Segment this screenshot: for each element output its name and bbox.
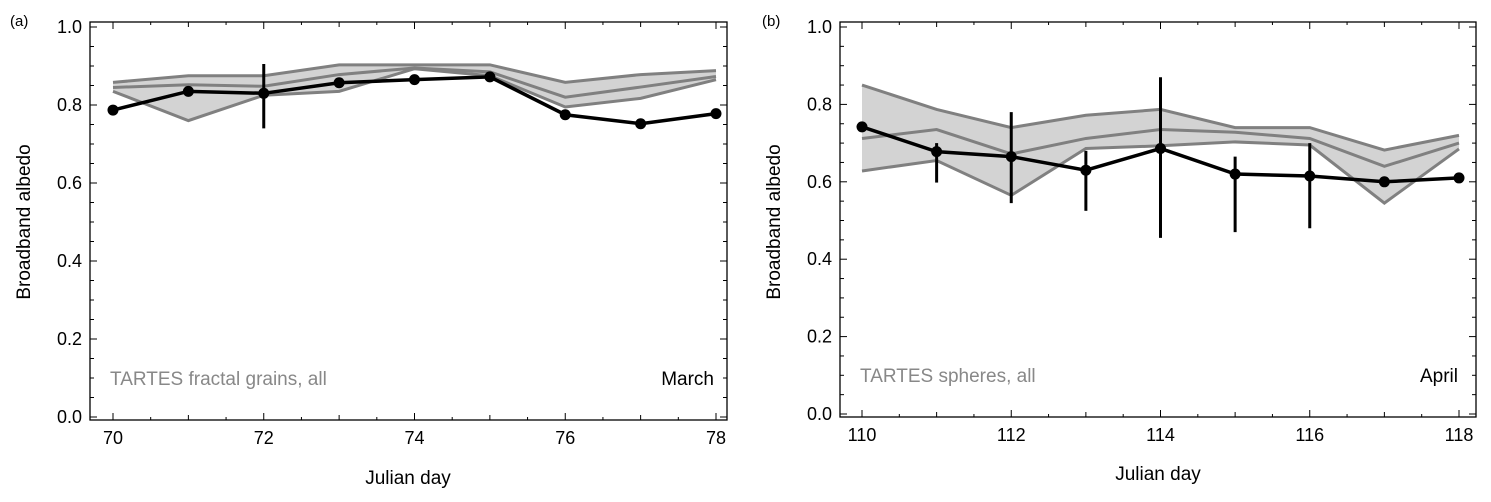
- data-point-observed: [559, 109, 571, 121]
- y-tick-label: 1.0: [57, 17, 82, 37]
- y-tick-label: 0.0: [57, 407, 82, 427]
- y-tick-label: 0.0: [807, 404, 832, 424]
- x-tick-label: 116: [1295, 425, 1324, 445]
- y-axis-label: Broadband albedo: [764, 144, 785, 299]
- annotation-month: March: [661, 369, 714, 390]
- x-tick-label: 72: [254, 428, 274, 448]
- panel-label: (a): [10, 13, 28, 30]
- x-tick-label: 78: [706, 428, 726, 448]
- data-point-observed: [1304, 170, 1316, 182]
- data-point-observed: [1155, 143, 1166, 155]
- panel-a: (a) Broadband albedo Julian day TARTES f…: [10, 13, 728, 489]
- data-point-observed: [1080, 164, 1092, 176]
- y-tick-label: 1.0: [807, 17, 832, 37]
- y-axis-label: Broadband albedo: [14, 144, 35, 299]
- annotation-month: April: [1420, 366, 1458, 387]
- data-point-observed: [409, 74, 420, 86]
- series-model-upper: [112, 63, 717, 84]
- panel-b: (b) Broadband albedo Julian day TARTES s…: [762, 13, 1477, 485]
- y-tick-label: 0.4: [807, 249, 832, 269]
- data-point-observed: [1453, 172, 1465, 184]
- data-point-observed: [710, 108, 722, 120]
- x-tick-label: 112: [997, 425, 1026, 445]
- data-point-observed: [182, 85, 194, 97]
- y-tick-label: 0.8: [807, 94, 832, 114]
- x-tick-label: 114: [1146, 425, 1175, 445]
- data-point-observed: [1229, 168, 1241, 180]
- x-axis-label: Julian day: [365, 468, 451, 489]
- y-tick-label: 0.2: [57, 329, 82, 349]
- y-tick-label: 0.8: [57, 95, 82, 115]
- data-point-observed: [1005, 151, 1017, 163]
- data-point-observed: [333, 77, 345, 89]
- plot-frame: [89, 21, 728, 421]
- data-point-observed: [484, 71, 496, 83]
- y-tick-label: 0.4: [57, 251, 82, 271]
- data-point-observed: [1378, 176, 1390, 188]
- annotation-model: TARTES fractal grains, all: [110, 369, 327, 390]
- data-point-observed: [258, 87, 270, 99]
- annotation-model: TARTES spheres, all: [860, 366, 1036, 387]
- series-model-lower: [112, 67, 717, 123]
- data-point-observed: [856, 121, 868, 133]
- x-tick-label: 110: [848, 425, 877, 445]
- y-tick-label: 0.6: [807, 172, 832, 192]
- panel-label: (b): [762, 13, 780, 30]
- x-tick-label: 70: [103, 428, 123, 448]
- x-tick-label: 118: [1445, 425, 1474, 445]
- plot-frame: [839, 21, 1477, 418]
- data-point-observed: [635, 118, 647, 130]
- x-tick-label: 74: [404, 428, 424, 448]
- x-tick-label: 76: [555, 428, 575, 448]
- data-point-observed: [931, 146, 943, 158]
- y-tick-label: 0.2: [807, 327, 832, 347]
- x-axis-label: Julian day: [1115, 464, 1201, 485]
- y-tick-label: 0.6: [57, 173, 82, 193]
- data-point-observed: [107, 104, 119, 116]
